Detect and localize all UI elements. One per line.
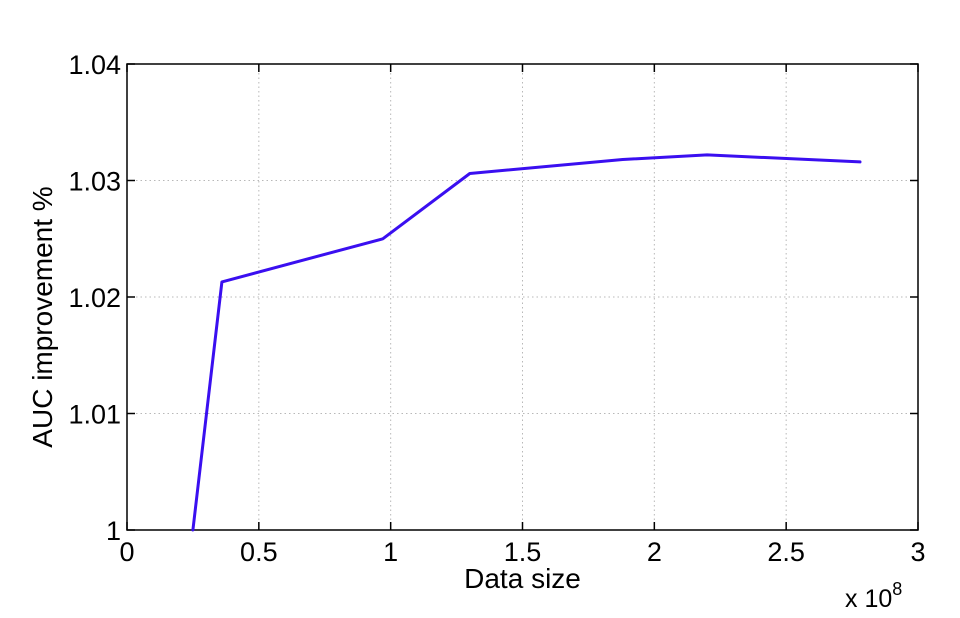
x-tick-label: 0 (119, 537, 134, 567)
x-axis-multiplier-exponent: 8 (892, 579, 902, 599)
x-axis-multiplier-base: x 10 (845, 585, 892, 613)
y-tick-label: 1.02 (68, 283, 121, 313)
y-tick-label: 1.04 (68, 50, 121, 80)
y-tick-label: 1 (106, 516, 121, 546)
axis-ticks (126, 63, 919, 531)
tick-labels: 0 0.5 1 1.5 2 2.5 3 1 1.01 1.02 1.03 1.04 (68, 50, 925, 567)
x-axis-label: Data size (464, 563, 581, 594)
series-layer (191, 153, 862, 532)
x-tick-label: 0.5 (240, 537, 278, 567)
grid-lines (127, 64, 918, 530)
x-tick-label: 1.5 (504, 537, 542, 567)
y-tick-label: 1.03 (68, 167, 121, 197)
x-tick-label: 1 (383, 537, 398, 567)
y-axis-label: AUC improvement % (27, 186, 58, 447)
x-tick-label: 2.5 (767, 537, 805, 567)
x-tick-label: 2 (647, 537, 662, 567)
y-tick-label: 1.01 (68, 400, 121, 430)
x-tick-label: 3 (910, 537, 925, 567)
x-axis-multiplier: x 108 (845, 579, 902, 613)
series-line (191, 153, 862, 532)
